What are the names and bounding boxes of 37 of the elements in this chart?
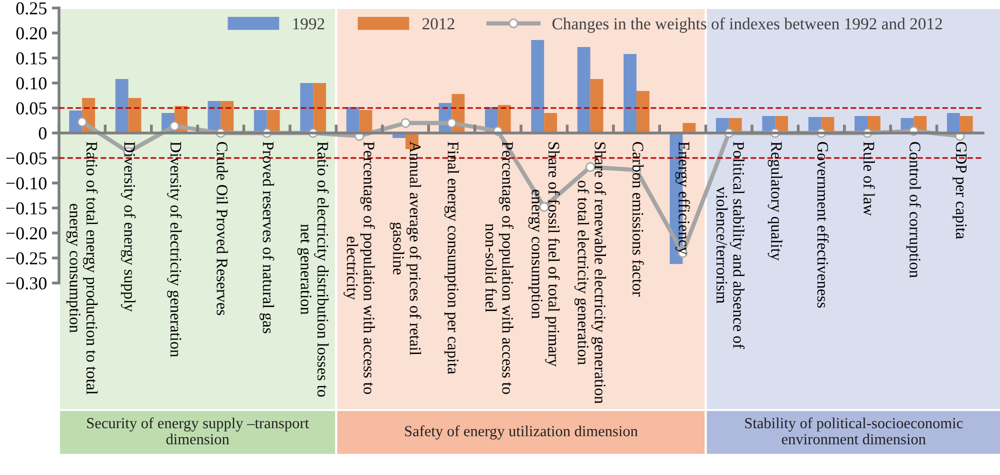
x-tick-label: Carbon emissions factor <box>632 142 644 296</box>
y-tick-label: 0.20 <box>16 27 47 40</box>
y-tick-label: 0.15 <box>16 52 46 65</box>
band-label: Security of energy supply –transport dimension <box>87 417 309 444</box>
x-tick-label: Final energy consumption per capita <box>444 142 459 374</box>
legend-label: 2012 <box>422 18 454 30</box>
legend-label: 1992 <box>293 18 324 30</box>
x-tick-label: Rule of law <box>864 142 875 216</box>
x-tick-label: Annual average of prices of retail gasoline <box>390 141 422 356</box>
y-tick-label: −0.05 <box>6 152 46 165</box>
x-tick-label: Regulatory quality <box>768 142 782 261</box>
y-tick-label: 0 <box>38 127 47 140</box>
y-tick-label: 0.05 <box>16 102 46 115</box>
band-label: Safety of energy utilization dimension <box>405 425 638 440</box>
x-tick-label: Proved reserves of natural gas <box>260 142 274 334</box>
band-label: Stability of political-socioeconomic environment dimension <box>745 417 963 444</box>
y-tick-label: 0.25 <box>16 2 46 15</box>
x-tick-label: Percentage of population with access to electricity <box>344 142 376 394</box>
x-tick-label: GDP per capita <box>952 142 967 239</box>
x-tick-label: Political stability and absence of violence/terrorism <box>716 142 745 349</box>
x-tick-label: Government effectiveness <box>817 142 829 308</box>
x-tick-label: Crude Oil Proved Reserves <box>216 142 228 316</box>
x-tick-label: Ratio of total energy production to total energy consumption <box>66 142 98 394</box>
x-tick-label: Energy efficiency <box>675 142 690 255</box>
y-tick-label: −0.15 <box>6 202 46 215</box>
y-tick-label: −0.20 <box>6 227 47 240</box>
x-tick-label: Ratio of electricity distribution losses to net generation <box>297 142 329 397</box>
x-tick-label: Diversity of energy supply <box>120 142 136 312</box>
y-tick-label: −0.10 <box>6 177 47 190</box>
y-tick-label: −0.30 <box>6 277 47 290</box>
y-tick-label: 0.10 <box>16 77 47 90</box>
x-tick-label: Share of fossil fuel of total primary energy consumption <box>528 142 560 367</box>
y-tick-label: −0.25 <box>6 252 46 265</box>
x-tick-label: Percentage of population with access to non-solid fuel <box>485 142 514 394</box>
legend-label: Changes in the weights of indexes between 1992 and 2012 <box>552 18 942 33</box>
x-tick-label: Control of corruption <box>906 142 922 278</box>
x-tick-label: Diversity of electricity generation <box>167 142 182 358</box>
